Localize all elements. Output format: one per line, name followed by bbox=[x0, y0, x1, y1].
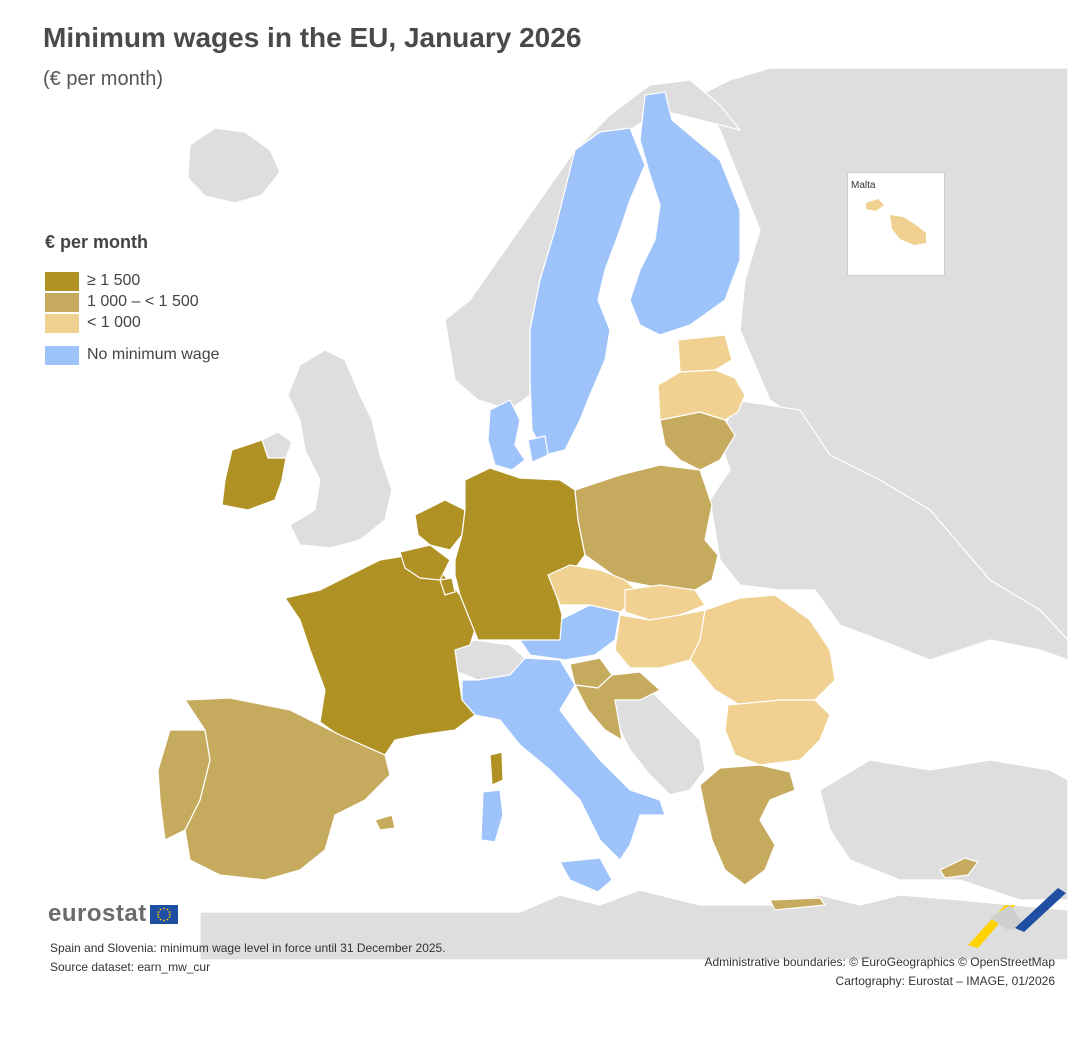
legend-item-ge-1500: ≥ 1 500 bbox=[45, 271, 219, 291]
country-greece bbox=[699, 764, 796, 886]
legend-item-1000-1500: 1 000 – < 1 500 bbox=[45, 292, 219, 312]
footnote-note: Spain and Slovenia: minimum wage level i… bbox=[50, 941, 446, 955]
legend-label: < 1 000 bbox=[87, 314, 141, 331]
eurostat-logo-text: eurostat bbox=[48, 900, 147, 927]
country-france bbox=[284, 554, 479, 756]
eurostat-ribbon-icon bbox=[968, 888, 1066, 948]
malta-inset: Malta bbox=[847, 172, 945, 276]
country-denmark-zealand bbox=[527, 435, 549, 463]
country-finland bbox=[629, 91, 741, 336]
country-italy bbox=[461, 657, 666, 861]
eurostat-logo: eurostat bbox=[48, 900, 178, 928]
country-france-corsica bbox=[489, 751, 504, 786]
country-poland bbox=[574, 464, 719, 591]
credit-cartography: Cartography: Eurostat – IMAGE, 01/2026 bbox=[835, 974, 1055, 988]
footnote-source: Source dataset: earn_mw_cur bbox=[50, 960, 211, 974]
country-croatia bbox=[573, 671, 662, 742]
country-italy-sardinia bbox=[480, 789, 504, 843]
country-spain-balearic bbox=[374, 814, 396, 831]
country-portugal bbox=[157, 729, 211, 841]
country-lithuania bbox=[659, 411, 736, 471]
country-austria bbox=[519, 604, 621, 661]
country-bulgaria bbox=[724, 699, 831, 766]
legend-swatch bbox=[45, 345, 79, 365]
region-turkey bbox=[819, 759, 1069, 901]
region-belarus-ukraine bbox=[709, 399, 1069, 661]
legend-swatch bbox=[45, 271, 79, 291]
country-germany bbox=[454, 467, 586, 641]
country-italy-sicily bbox=[559, 857, 613, 893]
legend-swatch bbox=[45, 313, 79, 333]
legend-label: 1 000 – < 1 500 bbox=[87, 293, 199, 310]
country-cyprus bbox=[939, 857, 980, 879]
region-uk bbox=[287, 349, 393, 549]
map-title: Minimum wages in the EU, January 2026 bbox=[43, 22, 582, 53]
legend: € per month ≥ 1 500 1 000 – < 1 500 < 1 … bbox=[45, 232, 219, 366]
malta-inset-label: Malta bbox=[851, 180, 876, 191]
country-estonia bbox=[677, 334, 733, 373]
legend-item-no-minimum: No minimum wage bbox=[45, 345, 219, 365]
legend-swatch bbox=[45, 292, 79, 312]
legend-item-lt-1000: < 1 000 bbox=[45, 313, 219, 333]
region-iceland bbox=[187, 127, 281, 204]
eu-flag-icon bbox=[149, 904, 178, 924]
legend-label: No minimum wage bbox=[87, 346, 220, 363]
country-latvia bbox=[657, 369, 746, 421]
country-malta bbox=[890, 215, 926, 245]
country-slovakia bbox=[624, 584, 706, 621]
country-romania bbox=[689, 594, 836, 706]
map-subtitle: (€ per month) bbox=[43, 68, 164, 90]
country-ireland bbox=[221, 439, 287, 511]
region-n-africa bbox=[199, 889, 1069, 961]
country-netherlands bbox=[414, 499, 466, 551]
credit-boundaries: Administrative boundaries: © EuroGeograp… bbox=[704, 955, 1055, 969]
region-balkans bbox=[604, 679, 706, 796]
legend-label: ≥ 1 500 bbox=[87, 272, 141, 289]
legend-title: € per month bbox=[45, 232, 149, 252]
country-sweden bbox=[529, 127, 646, 456]
country-denmark bbox=[487, 399, 526, 471]
country-greece-crete bbox=[769, 897, 827, 911]
country-malta-gozo bbox=[866, 199, 884, 211]
country-luxembourg bbox=[439, 577, 456, 596]
